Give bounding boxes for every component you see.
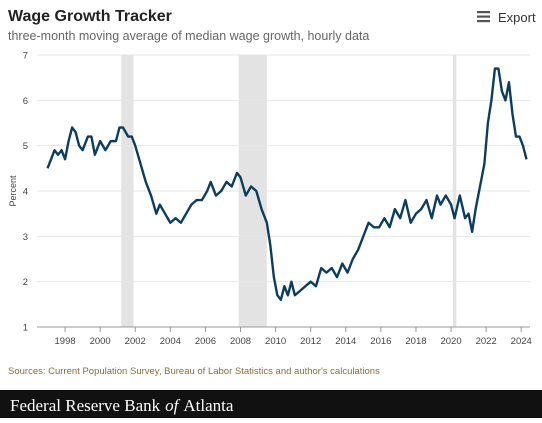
x-tick-label: 2016 (370, 336, 391, 347)
y-tick-label: 6 (23, 96, 28, 107)
data-line (46, 67, 528, 301)
export-icon (477, 20, 490, 23)
x-tick-label: 2018 (405, 336, 426, 347)
y-tick-label: 2 (23, 277, 28, 288)
x-tick-label: 2004 (160, 336, 181, 347)
footer-band (0, 390, 542, 418)
y-tick-label: 5 (23, 141, 28, 152)
x-tick-label: 2010 (265, 336, 286, 347)
y-tick-label: 4 (23, 187, 28, 198)
y-tick-label: 1 (23, 323, 28, 334)
x-tick-label: 2000 (90, 336, 111, 347)
export-icon (477, 15, 490, 18)
footer-text: Federal Reserve Bank of Atlanta (10, 396, 234, 415)
y-tick-label: 7 (23, 51, 28, 62)
x-tick-label: 2022 (476, 336, 497, 347)
x-tick-label: 2012 (300, 336, 321, 347)
export-label[interactable]: Export (498, 10, 536, 25)
export-icon (477, 11, 490, 14)
footer-part: Federal Reserve Bank (10, 396, 161, 415)
y-tick-label: 3 (23, 232, 28, 243)
x-tick-label: 2024 (511, 336, 532, 347)
source-note: Sources: Current Population Survey, Bure… (8, 366, 380, 377)
footer-part: of (165, 396, 181, 415)
y-axis-label: Percent (8, 175, 18, 207)
x-tick-label: 2020 (440, 336, 461, 347)
plot-area: 1 2 3 4 5 6 7 1998 2000 2002 2004 2006 2008 2010 2012 2… (23, 51, 532, 348)
x-tick-label: 2002 (125, 336, 146, 347)
x-tick-label: 2014 (335, 336, 356, 347)
footer-part: Atlanta (183, 396, 233, 415)
x-tick-label: 2006 (195, 336, 216, 347)
chart-title: Wage Growth Tracker (8, 8, 172, 25)
chart-subtitle: three-month moving average of median wag… (8, 29, 369, 43)
export-button[interactable]: Export (477, 10, 536, 25)
x-tick-label: 2008 (230, 336, 251, 347)
x-tick-label: 1998 (55, 336, 76, 347)
